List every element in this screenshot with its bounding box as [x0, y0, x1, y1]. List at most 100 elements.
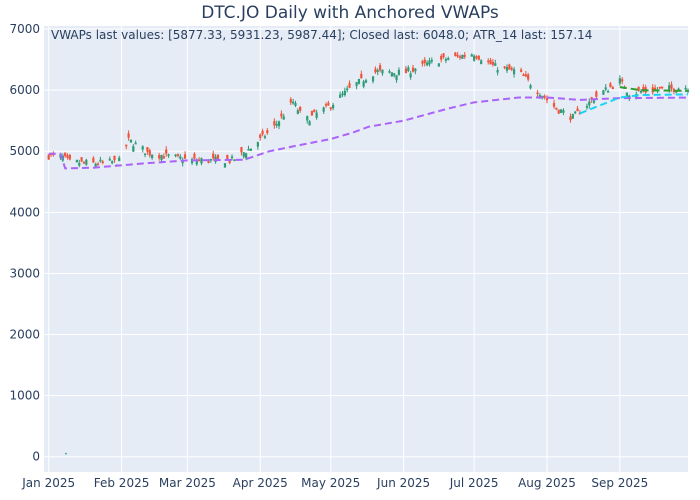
candle-body	[329, 107, 332, 110]
candle-body	[362, 81, 365, 87]
candle-body	[390, 72, 393, 77]
candle-body	[461, 54, 464, 59]
candle-body	[249, 148, 252, 151]
candle-body	[512, 69, 516, 75]
candle-body	[447, 58, 450, 60]
candle-body	[456, 55, 459, 57]
candle-body	[658, 86, 661, 89]
candle-body	[96, 163, 100, 166]
candle-body	[588, 101, 591, 106]
candle-body	[313, 109, 316, 113]
candle-body	[141, 146, 144, 150]
candle-body	[661, 86, 664, 89]
candle-body	[146, 147, 149, 152]
candle-body	[47, 154, 50, 160]
candle-body	[637, 86, 640, 91]
candle-body	[85, 159, 88, 165]
grid-lines	[44, 26, 688, 472]
candle-body	[489, 60, 492, 65]
candle-body	[101, 161, 104, 163]
candle-body	[639, 91, 643, 93]
candle-body	[397, 69, 401, 75]
candle-body	[496, 70, 499, 73]
candle-body	[559, 109, 563, 113]
candle-body	[510, 68, 513, 70]
plot-background	[44, 26, 688, 472]
candle-body	[360, 73, 363, 79]
candle-body	[167, 154, 170, 156]
candle-body	[310, 110, 314, 116]
candle-body	[470, 54, 473, 57]
candle-body	[327, 102, 330, 106]
candle-body	[444, 58, 448, 61]
candle-body	[395, 75, 398, 81]
candle-body	[480, 60, 483, 64]
candle-body	[473, 55, 476, 61]
candle-body	[555, 107, 558, 110]
candle-body	[223, 163, 227, 168]
candle-body	[263, 136, 267, 138]
candle-body	[209, 158, 212, 161]
candle-body	[379, 65, 382, 71]
candle-body	[684, 87, 687, 90]
candle-body	[289, 99, 292, 103]
candle-body	[212, 153, 215, 159]
candle-body	[346, 88, 349, 91]
candle-body	[306, 116, 309, 121]
candle-body	[545, 98, 549, 101]
candle-body	[308, 121, 311, 126]
candle-body	[94, 163, 97, 167]
candle-body	[266, 130, 269, 134]
candle-body	[524, 74, 527, 77]
candle-body	[216, 154, 220, 160]
candle-body	[151, 154, 154, 159]
x-tick-label: Feb 2025	[94, 476, 150, 490]
x-tick-label: Mar 2025	[159, 476, 216, 490]
candle-body	[527, 74, 530, 80]
candle-body	[562, 110, 565, 113]
candle-body	[339, 94, 342, 98]
candle-body	[176, 154, 180, 156]
candle-body	[179, 156, 182, 159]
y-tick-label: 1000	[9, 389, 40, 403]
candle-body	[618, 78, 621, 84]
candle-body	[148, 150, 151, 156]
candle-body	[374, 68, 377, 73]
candle-body	[259, 134, 262, 138]
candle-body	[569, 116, 572, 121]
candle-body	[491, 61, 495, 65]
candle-body	[364, 80, 368, 83]
candle-body	[183, 154, 187, 159]
candle-body	[454, 52, 457, 56]
candle-body	[426, 62, 429, 66]
candle-body	[331, 104, 335, 109]
candle-body	[404, 68, 408, 74]
candle-body	[118, 157, 121, 162]
vwap-line-1	[48, 96, 689, 170]
candle-body	[371, 76, 375, 82]
candle-body	[522, 74, 525, 77]
candle-body	[388, 71, 391, 73]
x-tick-label: May 2025	[301, 476, 360, 490]
candle-body	[571, 114, 574, 119]
candle-body	[602, 90, 605, 95]
candle-body	[552, 102, 556, 107]
candle-body	[529, 85, 532, 89]
y-tick-label: 6000	[9, 83, 40, 97]
candle-body	[609, 83, 612, 88]
candle-body	[242, 152, 245, 157]
candle-body	[407, 67, 410, 71]
candle-body	[228, 160, 231, 163]
candle-body	[82, 162, 86, 164]
candle-body	[421, 61, 424, 64]
y-axis-ticks: 0 1000 2000 3000 4000 5000 6000 7000	[9, 22, 40, 464]
candle-body	[282, 116, 285, 120]
candle-body	[143, 153, 147, 156]
candle-body	[414, 68, 417, 72]
candle-body	[240, 147, 243, 153]
x-tick-label: Sep 2025	[591, 476, 648, 490]
candle-body	[174, 154, 177, 157]
x-axis-ticks: Jan 2025 Feb 2025 Mar 2025 Apr 2025 May 2025…	[21, 476, 648, 490]
candle-body	[341, 93, 344, 96]
